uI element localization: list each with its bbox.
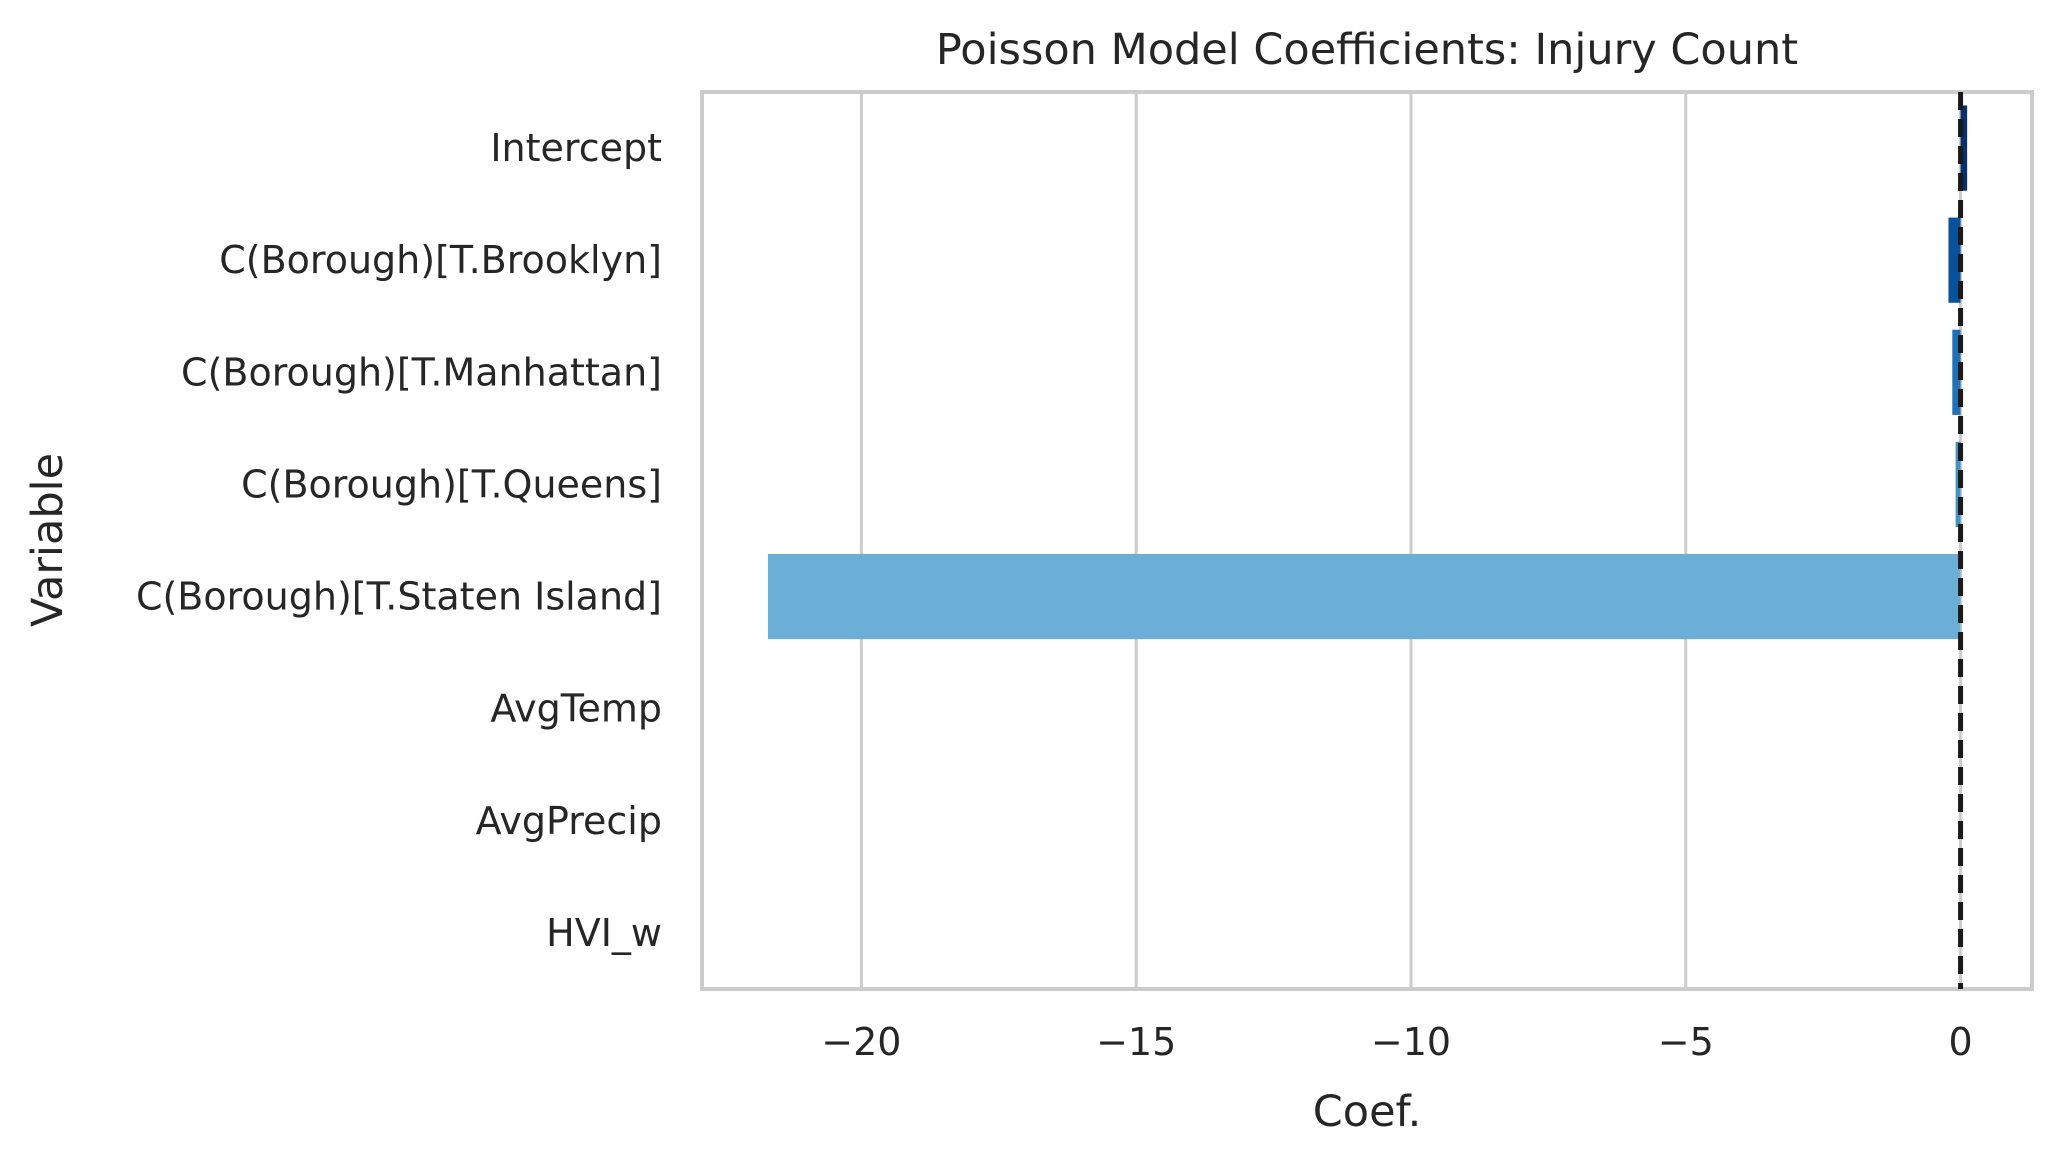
x-tick-labels: −20 −15 −10 −5 0: [821, 1020, 1972, 1064]
x-tick-label-3: −5: [1658, 1020, 1714, 1064]
y-axis-label: Variable: [23, 453, 73, 627]
bars: [767, 105, 1968, 640]
x-tick-label-2: −10: [1371, 1020, 1451, 1064]
y-tick-label-4: C(Borough)[T.Staten Island]: [136, 575, 662, 619]
bar-2: [1952, 329, 1961, 415]
x-tick-label-4: 0: [1948, 1020, 1972, 1064]
y-tick-label-7: HVI_w: [546, 911, 662, 955]
y-tick-labels: Intercept C(Borough)[T.Brooklyn] C(Borough…: [136, 126, 662, 955]
x-tick-label-1: −15: [1096, 1020, 1176, 1064]
plot-frame: [700, 90, 2034, 991]
y-tick-label-3: C(Borough)[T.Queens]: [241, 462, 662, 506]
bar-1: [1948, 217, 1961, 303]
y-tick-label-6: AvgPrecip: [476, 799, 662, 843]
y-tick-label-2: C(Borough)[T.Manhattan]: [181, 350, 662, 394]
bar-4: [767, 553, 1961, 640]
gridlines: [859, 92, 1963, 989]
bar-0: [1960, 105, 1968, 191]
x-axis-label: Coef.: [1313, 1087, 1421, 1137]
y-tick-label-1: C(Borough)[T.Brooklyn]: [219, 238, 662, 282]
y-tick-label-0: Intercept: [490, 126, 662, 170]
chart-title: Poisson Model Coefficients: Injury Count: [936, 25, 1798, 75]
x-tick-label-0: −20: [821, 1020, 901, 1064]
y-tick-label-5: AvgTemp: [490, 687, 662, 731]
